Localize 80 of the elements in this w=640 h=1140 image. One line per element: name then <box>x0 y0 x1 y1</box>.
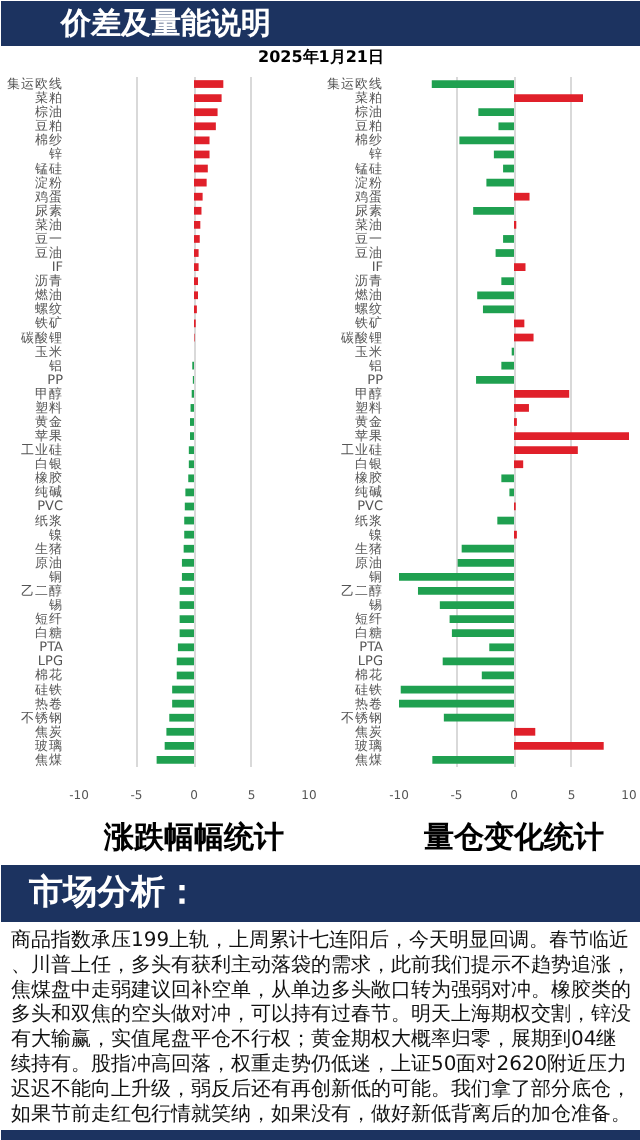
bar <box>188 474 194 483</box>
bar <box>166 727 194 736</box>
bar <box>181 558 194 567</box>
bar <box>184 530 194 539</box>
bar <box>172 699 194 708</box>
text: 商品指数承压199上轨，上周累计七连阳后，今天明显回调。春节临近、川普上任，多头有获利主动落袋的需求，此前我们提示不趋势追涨，焦煤盘中走弱建议回补空单，从单边多头敞口转为强弱对冲。橡胶类的多头和双焦的空头做对冲，可以持有过春节。明天上海期权交割，锌没有大输赢，实值尾盘平仓不行权；黄金期权大概率归零，展期到04继续持有。股指冲高回落，权重走势仍低迷，上证50面对2620附近压力迟迟不能向上升级，弱反后还有再创新低的可能。我们拿了部分底仓，如果节前走红包行情就笑纳，如果没有，做好新低背离后的加仓准备。 <box>11 928 631 1126</box>
bar <box>194 136 210 145</box>
bar <box>172 685 194 694</box>
bar <box>179 629 194 638</box>
bar <box>514 432 629 440</box>
bar <box>514 727 536 736</box>
bar <box>442 657 514 666</box>
bar <box>495 249 514 257</box>
text: 市场分析： <box>27 873 199 913</box>
bar <box>194 150 210 159</box>
bar <box>179 601 194 609</box>
bar <box>514 460 524 469</box>
bar <box>481 671 514 680</box>
bar <box>399 699 514 708</box>
bar <box>179 587 194 595</box>
bar <box>443 713 514 722</box>
bar <box>194 122 216 131</box>
bar <box>184 516 194 525</box>
bar <box>400 685 514 694</box>
bar <box>514 446 578 455</box>
bar <box>439 601 514 609</box>
bar <box>399 573 514 581</box>
bar <box>514 263 526 271</box>
text: 2025年1月21日 <box>258 48 384 66</box>
bar <box>489 643 514 652</box>
bar <box>514 389 570 398</box>
bar <box>503 235 514 243</box>
bar <box>432 756 514 764</box>
bar <box>164 742 194 750</box>
bar <box>194 108 218 117</box>
bar <box>179 615 194 624</box>
bar <box>194 178 207 187</box>
bar <box>194 164 208 173</box>
bar <box>194 94 222 102</box>
bar <box>503 164 514 173</box>
bar <box>493 150 514 159</box>
bar <box>194 235 200 243</box>
text: 价差及量能说明 <box>59 5 271 41</box>
bar <box>156 756 194 764</box>
bar <box>501 361 514 370</box>
bar <box>514 333 534 342</box>
bar <box>431 80 514 88</box>
bar <box>482 305 514 314</box>
bar <box>473 206 514 215</box>
bar <box>514 404 529 412</box>
bar <box>501 474 514 483</box>
bar <box>497 516 514 525</box>
bar <box>183 544 194 553</box>
bar <box>514 742 604 750</box>
text: 涨跌幅幅统计 <box>102 819 284 855</box>
bar <box>169 713 194 722</box>
bar <box>185 488 194 497</box>
bar <box>478 108 514 117</box>
bar <box>477 291 514 300</box>
bar <box>514 94 583 102</box>
bar <box>194 220 201 229</box>
bar <box>501 277 514 286</box>
bar <box>417 587 514 595</box>
bar <box>194 80 224 88</box>
bar <box>194 206 202 215</box>
text: 量仓变化统计 <box>422 819 604 855</box>
bar <box>181 573 194 581</box>
bar <box>457 558 514 567</box>
bar <box>476 375 514 384</box>
bar <box>486 178 514 187</box>
bar <box>451 629 514 638</box>
bar <box>188 460 194 469</box>
bar <box>194 192 203 201</box>
bar <box>461 544 514 553</box>
bar <box>498 122 514 131</box>
bar <box>514 192 530 201</box>
bar <box>188 446 194 455</box>
bar <box>177 643 194 652</box>
bar <box>459 136 514 145</box>
bar <box>449 615 514 624</box>
